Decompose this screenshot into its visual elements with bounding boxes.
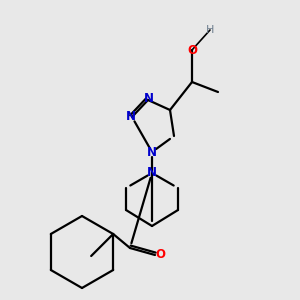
Text: N: N <box>126 110 136 122</box>
Text: N: N <box>147 167 157 179</box>
Text: O: O <box>155 248 165 262</box>
Text: O: O <box>187 44 197 56</box>
Text: N: N <box>144 92 154 106</box>
Text: N: N <box>147 146 157 158</box>
Text: H: H <box>206 25 214 35</box>
